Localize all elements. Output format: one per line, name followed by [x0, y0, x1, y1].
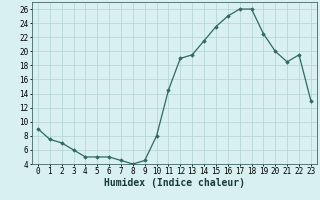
X-axis label: Humidex (Indice chaleur): Humidex (Indice chaleur)	[104, 178, 245, 188]
